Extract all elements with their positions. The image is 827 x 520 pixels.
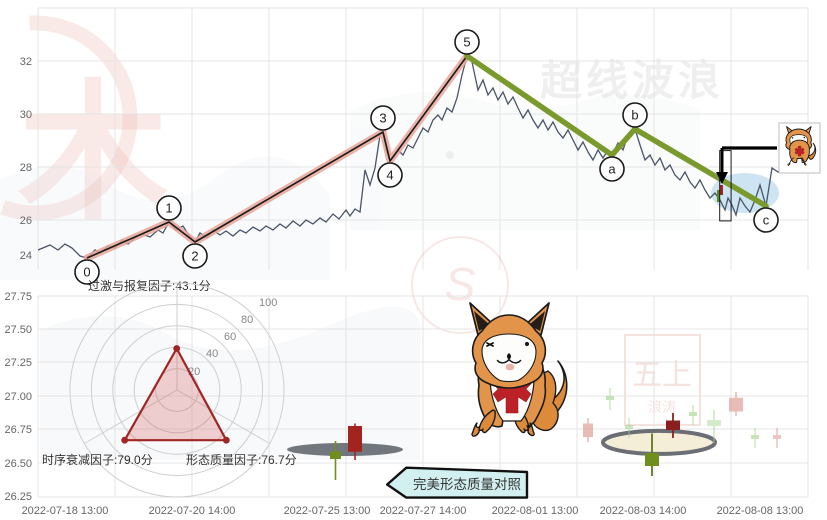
svg-text:3: 3 (379, 111, 386, 126)
svg-text:2022-07-25 13:00: 2022-07-25 13:00 (284, 505, 371, 517)
svg-text:过激与报复因子:43.1分: 过激与报复因子:43.1分 (88, 278, 211, 293)
svg-text:24: 24 (20, 250, 32, 262)
svg-text:2: 2 (191, 249, 198, 264)
svg-text:27.75: 27.75 (4, 291, 32, 303)
svg-text:26.75: 26.75 (4, 424, 32, 436)
svg-text:26.50: 26.50 (4, 458, 32, 470)
svg-text:30: 30 (20, 109, 32, 121)
svg-text:2022-08-03 14:00: 2022-08-03 14:00 (600, 505, 687, 517)
svg-text:S: S (445, 258, 476, 310)
svg-text:26: 26 (20, 215, 32, 227)
svg-text:c: c (763, 213, 770, 228)
svg-text:26.25: 26.25 (4, 491, 32, 503)
svg-text:a: a (608, 162, 616, 177)
svg-text:27.00: 27.00 (4, 391, 32, 403)
svg-text:2022-07-20 14:00: 2022-07-20 14:00 (149, 505, 236, 517)
svg-text:5: 5 (463, 35, 470, 50)
svg-text:100: 100 (259, 297, 277, 309)
svg-text:完美形态质量对照: 完美形态质量对照 (413, 477, 521, 492)
svg-text:27.50: 27.50 (4, 324, 32, 336)
svg-text:五上: 五上 (632, 359, 692, 392)
svg-text:27.25: 27.25 (4, 357, 32, 369)
svg-text:b: b (631, 108, 638, 123)
svg-text:超线波浪: 超线波浪 (540, 57, 724, 104)
svg-text:80: 80 (241, 314, 253, 326)
svg-text:4: 4 (386, 168, 393, 183)
svg-text:2022-07-27 14:00: 2022-07-27 14:00 (380, 505, 467, 517)
svg-text:0: 0 (83, 265, 90, 280)
svg-text:1: 1 (165, 201, 172, 216)
svg-text:60: 60 (224, 331, 236, 343)
svg-text:2022-07-18 13:00: 2022-07-18 13:00 (22, 505, 109, 517)
svg-text:浪涛: 浪涛 (648, 399, 676, 415)
svg-text:2022-08-08 13:00: 2022-08-08 13:00 (717, 505, 804, 517)
svg-text:40: 40 (206, 348, 218, 360)
svg-text:形态质量因子:76.7分: 形态质量因子:76.7分 (186, 453, 297, 467)
svg-text:时序衰减因子:79.0分: 时序衰减因子:79.0分 (42, 452, 153, 467)
svg-text:32: 32 (20, 56, 32, 68)
svg-text:2022-08-01 13:00: 2022-08-01 13:00 (492, 505, 579, 517)
svg-text:28: 28 (20, 162, 32, 174)
